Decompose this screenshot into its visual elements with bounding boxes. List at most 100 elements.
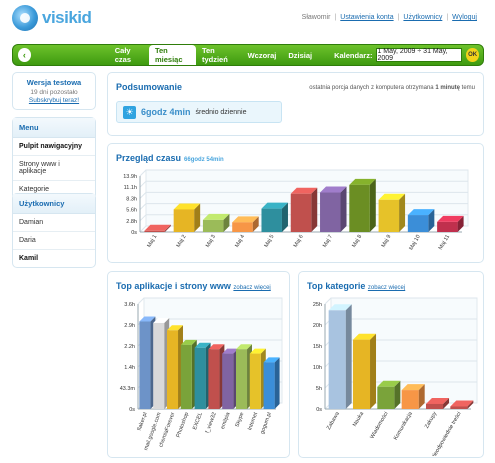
last-data-note: ostatnia porcja danych z komputera otrzy…: [309, 85, 475, 91]
last-data-note-value: 1 minutę: [435, 85, 460, 91]
sidebar-item-user-daria[interactable]: Daria: [13, 232, 95, 250]
tab-yesterday[interactable]: Wczoraj: [247, 50, 277, 60]
top-apps-panel: Top aplikacje i strony www zobacz więcej…: [107, 271, 290, 458]
y-tick-label: 0s: [131, 230, 137, 236]
chart-bar[interactable]: [232, 216, 259, 232]
y-tick-label: 43.3m: [120, 386, 136, 392]
period-navbar: ‹ Cały czas Ten miesiąc Ten tydzień Wczo…: [12, 44, 484, 66]
sidebar-item-user-kamil[interactable]: Kamil: [19, 255, 39, 262]
daily-average-value: 6godz 4min: [141, 107, 191, 117]
last-data-note-suffix: temu: [461, 85, 475, 91]
ok-button[interactable]: OK: [466, 48, 479, 62]
account-settings-link[interactable]: Ustawienia konta: [340, 14, 394, 21]
x-category-label: gogum.pl: [260, 412, 273, 435]
y-tick-label: 3.6h: [124, 302, 135, 308]
menu-box: Menu Pulpit nawigacyjny Strony www i apl…: [12, 117, 96, 199]
users-box: Użytkownicy Damian Daria Kamil: [12, 193, 96, 268]
x-category-label: Maj 7: [322, 234, 334, 249]
chart-bar[interactable]: [144, 224, 171, 232]
chart-bar[interactable]: [425, 397, 450, 409]
time-overview-chart: 0s 2.8h 5.6h 8.3h 11.1h 13.9h Maj 1 Maj 2 Maj 3 M…: [123, 169, 469, 251]
x-category-label: Komunikacja: [393, 410, 414, 441]
y-tick-label: 2.9h: [124, 323, 135, 329]
last-data-note-prefix: ostatnia porcja danych z komputera otrzy…: [309, 85, 434, 91]
y-tick-label: 0s: [316, 407, 322, 413]
top-categories-chart: 0s 5h 10h 15h 20h 25h Zabawa Nauka Wiadomości Kom…: [313, 297, 478, 456]
users-link[interactable]: Użytkownicy: [403, 14, 443, 21]
y-tick-label: 13.9h: [123, 174, 137, 180]
chart-bar[interactable]: [222, 348, 239, 409]
sidebar-item-user-damian[interactable]: Damian: [13, 214, 95, 232]
x-category-label: Wiadomości: [369, 411, 389, 440]
sidebar-item-categories[interactable]: Kategorie: [19, 186, 49, 193]
top-categories-more-link[interactable]: zobacz więcej: [367, 285, 406, 291]
time-overview-total: 66godz 54min: [184, 157, 224, 163]
sun-icon: ☀: [123, 105, 136, 119]
top-apps-title: Top aplikacje i strony www zobacz więcej: [116, 281, 271, 291]
chart-bar[interactable]: [401, 384, 425, 409]
daily-average-box: ☀ 6godz 4min średnio dziennie: [116, 101, 282, 123]
chart-bar[interactable]: [378, 193, 406, 232]
trial-title: Wersja testowa: [26, 78, 82, 87]
chart-bar[interactable]: [328, 304, 352, 409]
sidebar-item-websites-apps[interactable]: Strony www i aplikacje: [13, 156, 95, 181]
chevron-left-icon[interactable]: ‹: [18, 48, 31, 62]
chart-bar[interactable]: [166, 325, 183, 409]
top-navigation: Sławomir | Ustawienia konta | Użytkownic…: [301, 14, 477, 21]
trial-box: Wersja testowa 19 dni pozostało Subskryb…: [12, 72, 96, 110]
period-tabs: Cały czas Ten miesiąc Ten tydzień Wczora…: [109, 45, 318, 65]
time-overview-title-text: Przegląd czasu: [116, 153, 182, 163]
chart-bar[interactable]: [139, 316, 156, 409]
tab-all-time[interactable]: Cały czas: [114, 46, 132, 64]
chart-bar[interactable]: [208, 344, 225, 409]
time-overview-title: Przegląd czasu 66godz 54min: [116, 153, 224, 163]
chart-bar[interactable]: [194, 342, 211, 409]
daily-average-label: średnio dziennie: [195, 108, 247, 116]
chart-bar[interactable]: [173, 203, 201, 232]
calendar-label: Kalendarz:: [334, 50, 373, 60]
y-tick-label: 8.3h: [126, 196, 137, 202]
x-category-label: Maj 4: [234, 234, 246, 249]
logo[interactable]: visikid: [12, 5, 92, 31]
chart-bar[interactable]: [290, 187, 318, 232]
x-category-label: Skype: [235, 412, 246, 428]
y-tick-label: 25h: [313, 302, 322, 308]
tab-this-week[interactable]: Ten tydzień: [201, 46, 228, 64]
x-category-label: Maj 3: [205, 234, 217, 249]
x-category-label: Maj 10: [408, 234, 421, 251]
chart-bar[interactable]: [153, 317, 170, 409]
chart-bar[interactable]: [235, 344, 252, 409]
subscribe-link[interactable]: Subskrybuj teraz!: [28, 97, 80, 104]
top-categories-panel: Top kategorie zobacz więcej 0s 5h 10h 15h 20…: [298, 271, 484, 458]
x-category-label: Photoshop: [176, 412, 191, 439]
menu-title: Menu: [13, 118, 95, 138]
chart-bar[interactable]: [352, 333, 377, 409]
chart-bar[interactable]: [349, 178, 376, 232]
chart-bar[interactable]: [180, 339, 197, 409]
chart-bar[interactable]: [320, 186, 347, 232]
logo-mark-icon: [12, 5, 38, 31]
top-apps-more-link[interactable]: zobacz więcej: [233, 285, 271, 291]
y-tick-label: 5h: [316, 386, 322, 392]
chart-bar[interactable]: [437, 215, 464, 232]
x-category-label: emilpia: [220, 411, 232, 430]
y-tick-label: 5.6h: [126, 208, 137, 214]
tab-today[interactable]: Dzisiaj: [288, 50, 313, 60]
trial-days-left: 19 dni pozostało: [30, 89, 78, 96]
tab-this-month[interactable]: Ten miesiąc: [148, 45, 196, 65]
y-tick-label: 10h: [313, 365, 322, 371]
x-category-label: Maj 2: [176, 234, 188, 249]
chart-bar[interactable]: [407, 209, 435, 232]
chart-bar[interactable]: [249, 348, 266, 409]
chart-bar[interactable]: [450, 400, 474, 409]
x-category-label: flaker.pl: [137, 412, 149, 432]
chart-bar[interactable]: [377, 380, 401, 409]
sidebar-item-dashboard[interactable]: Pulpit nawigacyjny: [13, 138, 95, 156]
logout-link[interactable]: Wyloguj: [452, 14, 477, 21]
chart-bar[interactable]: [261, 202, 288, 232]
chart-bar[interactable]: [263, 357, 280, 409]
chart-bar[interactable]: [202, 213, 230, 232]
y-tick-label: 1.4h: [124, 365, 135, 371]
x-category-label: Zakupy: [424, 411, 438, 430]
date-range-input[interactable]: 1 May, 2009 ÷ 31 May, 2009: [376, 48, 463, 62]
